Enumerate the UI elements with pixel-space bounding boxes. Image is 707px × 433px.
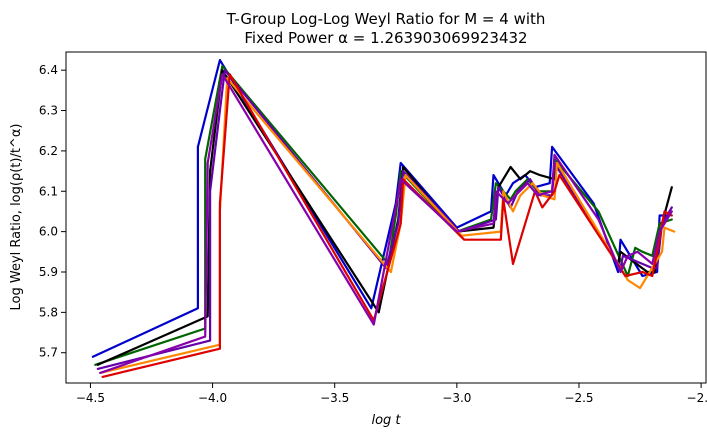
- y-tick-label: 6.1: [39, 184, 58, 198]
- x-tick-label: −4.5: [76, 391, 105, 405]
- y-tick-label: 5.9: [39, 265, 58, 279]
- series-line-7: [99, 73, 673, 374]
- y-tick-label: 6.2: [39, 144, 58, 158]
- chart-title-line1: T-Group Log-Log Weyl Ratio for M = 4 wit…: [226, 10, 546, 28]
- series-line-3: [96, 69, 673, 366]
- x-axis: −4.5 −4.0 −3.5 −3.0 −2.5 −2.0: [76, 383, 707, 405]
- series-line-4: [96, 69, 673, 370]
- series-line-5: [99, 77, 676, 374]
- y-tick-label: 5.8: [39, 305, 58, 319]
- y-tick-label: 6.3: [39, 104, 58, 118]
- series-line-2: [94, 64, 673, 366]
- plot-frame: [65, 51, 707, 384]
- series-line-1: [91, 58, 671, 358]
- y-axis-label: Log Weyl Ratio, log(ρ(t)/t^α): [9, 124, 24, 311]
- y-tick-label: 5.7: [39, 346, 58, 360]
- x-tick-label: −3.5: [320, 391, 349, 405]
- x-axis-label: log t: [371, 413, 401, 428]
- x-tick-label: −4.0: [198, 391, 227, 405]
- y-axis: 5.7 5.8 5.9 6.0 6.1 6.2 6.3 6.4: [39, 63, 66, 360]
- x-tick-label: −2.5: [564, 391, 593, 405]
- x-tick-label: −2.0: [687, 391, 707, 405]
- chart-title-line2: Fixed Power α = 1.263903069923432: [244, 29, 527, 47]
- y-tick-label: 6.4: [39, 63, 58, 77]
- x-tick-label: −3.0: [442, 391, 471, 405]
- series-line-6: [101, 73, 673, 378]
- y-tick-label: 6.0: [39, 225, 58, 239]
- chart-title: T-Group Log-Log Weyl Ratio for M = 4 wit…: [226, 10, 546, 47]
- series-group: [91, 58, 676, 378]
